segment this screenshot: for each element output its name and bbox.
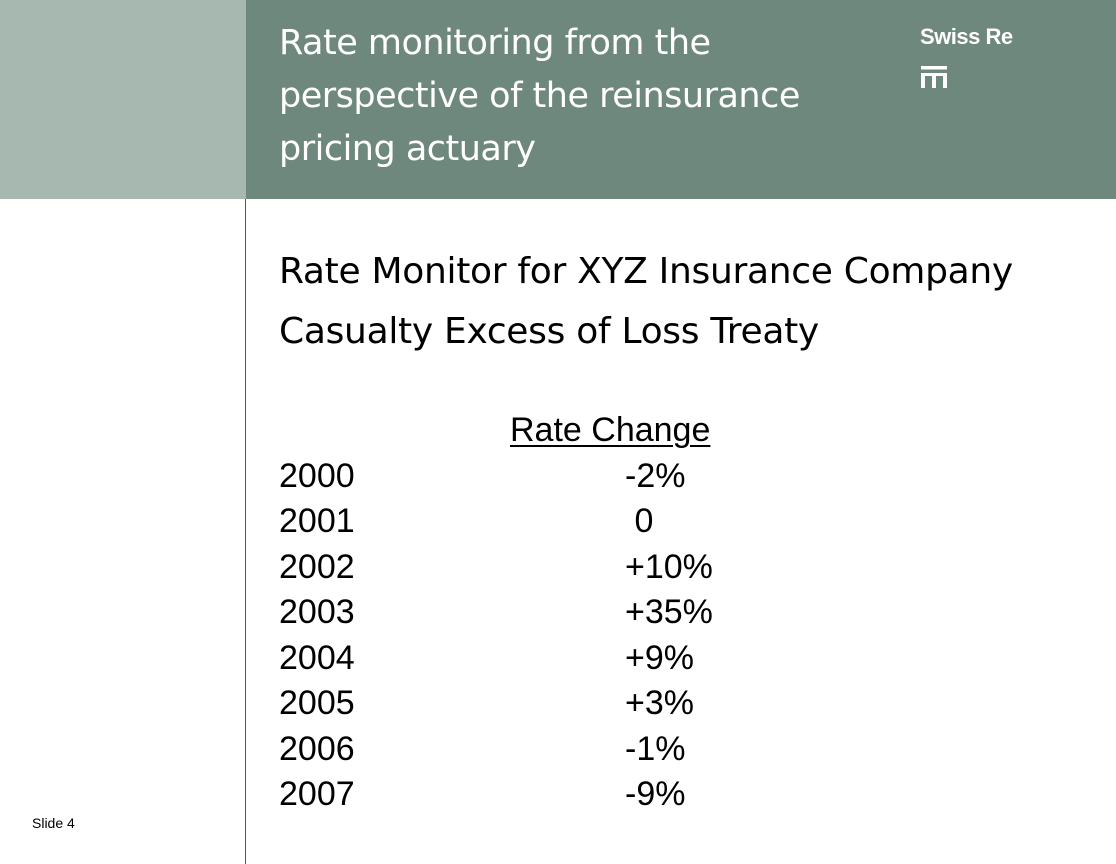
table-row: 2006 -1% [279,727,710,773]
slide-number: Slide 4 [32,815,75,831]
table-row: 2002 +10% [279,545,713,591]
slide-title-line: perspective of the reinsurance [279,76,800,116]
rate-change-cell: -2% [625,456,686,495]
table-row: 2003 +35% [279,590,713,636]
header-band [246,0,1116,199]
year-cell: 2003 [279,593,355,631]
main-heading-line: Rate Monitor for XYZ Insurance Company [279,251,1013,292]
rate-change-cell: +35% [625,593,713,631]
year-cell: 2007 [279,775,355,813]
slide-title: Rate monitoring from the perspective of … [279,17,869,176]
rate-change-cell: -1% [625,729,686,768]
rate-change-cell: +3% [625,684,694,722]
rate-change-table: Rate Change 2000 -2% 2001 0 2002 +10% 20… [279,408,713,818]
rate-change-cell: -9% [625,775,686,813]
year-cell: 2006 [279,729,355,768]
rate-change-cell: +9% [625,638,694,677]
table-row: 2007 -9% [279,772,710,818]
year-cell: 2002 [279,547,355,586]
table-row: 2001 0 [279,499,710,545]
year-cell: 2000 [279,456,355,495]
vertical-divider [245,199,246,864]
brand-block: Swiss Re [920,24,1013,88]
left-accent-band [0,0,246,199]
table-row: 2005 +3% [279,681,710,727]
swiss-re-logo-icon [921,66,947,88]
slide-title-line: Rate monitoring from the [279,23,711,63]
main-heading-line: Casualty Excess of Loss Treaty [279,311,819,352]
year-cell: 2004 [279,638,355,677]
slide-title-line: pricing actuary [279,129,536,169]
main-heading: Rate Monitor for XYZ Insurance Company C… [279,242,1013,362]
table-row: 2000 -2% [279,454,710,500]
rate-change-cell: 0 [625,502,654,540]
table-row: 2004 +9% [279,636,710,682]
rate-change-cell: +10% [625,547,713,586]
year-cell: 2001 [279,502,355,540]
year-cell: 2005 [279,684,355,722]
rate-change-column-header: Rate Change [510,411,711,449]
brand-name: Swiss Re [920,24,1013,49]
